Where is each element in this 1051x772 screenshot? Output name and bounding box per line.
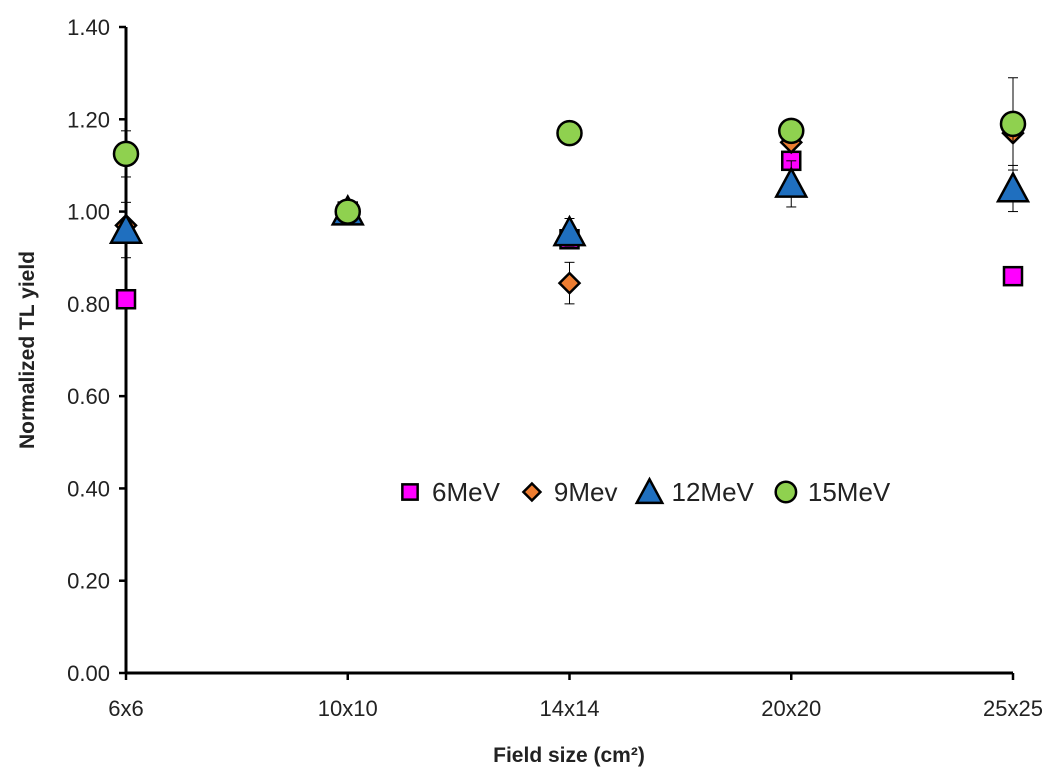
y-tick-label: 0.20: [67, 569, 110, 594]
square-marker: [1002, 265, 1024, 287]
triangle-marker: [634, 476, 665, 505]
legend-item: 15MeV: [774, 477, 891, 507]
circle-marker: [999, 110, 1027, 138]
x-tick-label: 10x10: [318, 696, 378, 721]
square-marker: [401, 483, 419, 501]
series-12MeV: [108, 160, 1031, 259]
x-axis-title: Field size (cm²): [493, 744, 645, 767]
legend-label: 9Mev: [554, 477, 618, 507]
y-tick-label: 1.20: [67, 107, 110, 132]
legend-item: 9Mev: [521, 477, 618, 507]
y-tick-label: 0.00: [67, 661, 110, 686]
square-marker: [115, 288, 137, 310]
legend-label: 12MeV: [672, 477, 755, 507]
x-tick-label: 25x25: [983, 696, 1043, 721]
diamond-marker: [557, 271, 582, 295]
circle-marker: [556, 119, 583, 147]
x-ticks: 6x6 10x10 14x14 20x20 25x25: [108, 673, 1043, 721]
triangle-marker: [552, 214, 587, 247]
triangle-marker: [995, 170, 1031, 203]
circle-marker: [774, 480, 798, 504]
legend-label: 15MeV: [808, 477, 891, 507]
legend: 6MeV 9Mev 12MeV 15MeV: [401, 476, 891, 507]
series-15MeV: [112, 77, 1027, 225]
triangle-marker: [108, 212, 144, 245]
legend-item: 6MeV: [401, 477, 501, 507]
y-ticks: 0.00 0.20 0.40 0.60 0.80 1.00 1.20 1.40: [67, 15, 126, 686]
triangle-marker: [774, 166, 809, 198]
x-tick-label: 6x6: [108, 696, 143, 721]
y-axis-title: Normalized TL yield: [16, 251, 39, 449]
y-tick-label: 0.60: [67, 384, 110, 409]
legend-item: 12MeV: [634, 476, 755, 507]
y-tick-label: 0.40: [67, 476, 110, 501]
legend-label: 6MeV: [432, 477, 501, 507]
x-tick-label: 14x14: [540, 696, 600, 721]
y-tick-label: 1.00: [67, 200, 110, 225]
series-9Mev: [114, 121, 1025, 305]
series-layer: [108, 77, 1031, 310]
circle-marker: [334, 198, 361, 225]
circle-marker: [112, 140, 140, 168]
diamond-marker: [521, 481, 543, 503]
circle-marker: [778, 117, 805, 145]
y-tick-label: 1.40: [67, 15, 110, 40]
x-tick-label: 20x20: [761, 696, 821, 721]
y-tick-label: 0.80: [67, 292, 110, 317]
